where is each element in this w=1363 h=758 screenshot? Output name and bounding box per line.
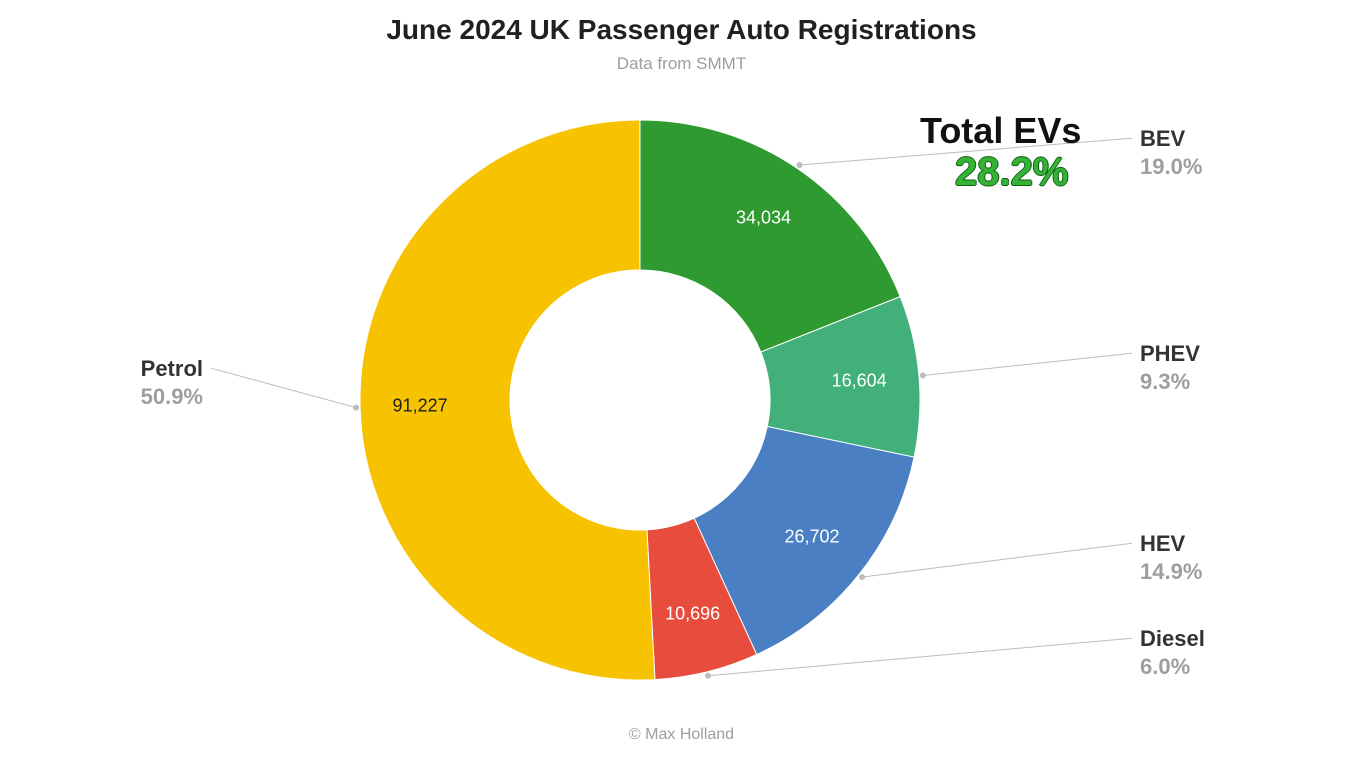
label-diesel: Diesel6.0% [1140, 625, 1205, 680]
label-name-bev: BEV [1140, 125, 1202, 153]
value-label-diesel: 10,696 [665, 603, 720, 624]
total-evs-percent: 28.2% [955, 150, 1068, 195]
value-label-petrol: 91,227 [393, 395, 448, 416]
total-evs-title: Total EVs [920, 110, 1081, 152]
value-label-phev: 16,604 [832, 371, 887, 392]
label-pct-petrol: 50.9% [141, 383, 203, 411]
label-name-hev: HEV [1140, 530, 1202, 558]
label-name-diesel: Diesel [1140, 625, 1205, 653]
label-pct-hev: 14.9% [1140, 558, 1202, 586]
label-pct-bev: 19.0% [1140, 153, 1202, 181]
value-label-bev: 34,034 [736, 207, 791, 228]
leader-line-petrol [211, 368, 356, 407]
donut-chart: Total EVs 28.2% 34,034 BEV19.0% 16,604 PHEV… [0, 80, 1363, 720]
chart-subtitle: Data from SMMT [0, 54, 1363, 74]
label-hev: HEV14.9% [1140, 530, 1202, 585]
label-name-phev: PHEV [1140, 340, 1200, 368]
label-petrol: Petrol50.9% [141, 355, 203, 410]
leader-line-phev [923, 353, 1132, 375]
label-name-petrol: Petrol [141, 355, 203, 383]
leader-line-hev [862, 543, 1132, 577]
chart-title: June 2024 UK Passenger Auto Registration… [0, 14, 1363, 46]
label-phev: PHEV9.3% [1140, 340, 1200, 395]
copyright: © Max Holland [0, 726, 1363, 744]
label-pct-phev: 9.3% [1140, 368, 1200, 396]
value-label-hev: 26,702 [784, 527, 839, 548]
label-pct-diesel: 6.0% [1140, 653, 1205, 681]
label-bev: BEV19.0% [1140, 125, 1202, 180]
